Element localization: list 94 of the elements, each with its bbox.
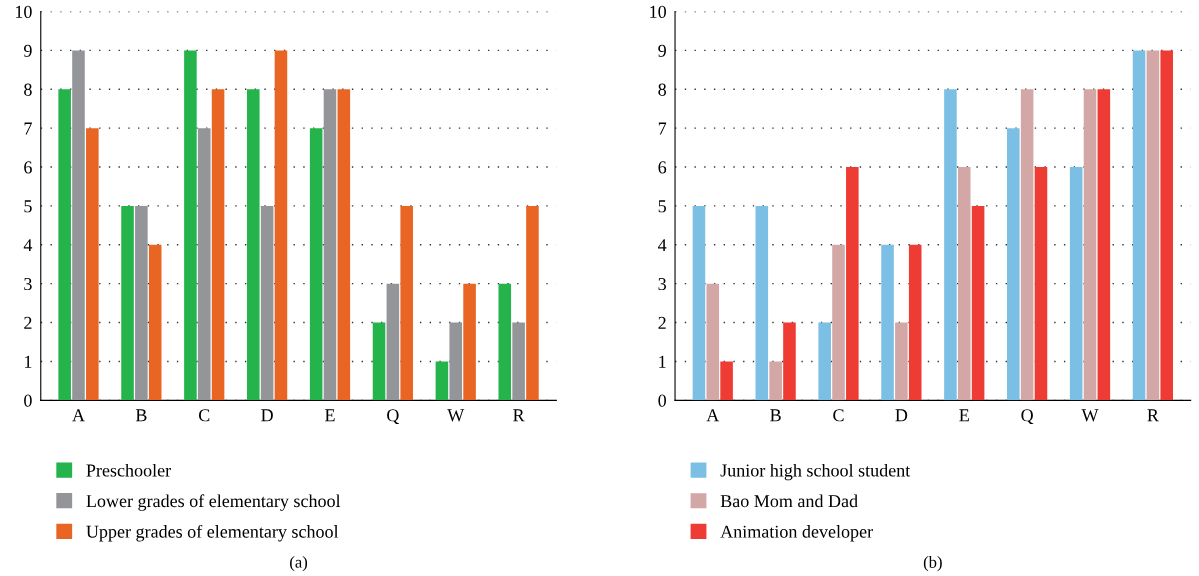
bar xyxy=(184,50,197,401)
x-tick-label: B xyxy=(770,409,781,422)
bar xyxy=(1160,50,1173,401)
bar xyxy=(1007,128,1020,401)
y-tick-label: 3 xyxy=(24,277,32,291)
bar xyxy=(895,322,908,401)
y-tick-label: 5 xyxy=(24,200,32,213)
bar xyxy=(1083,89,1097,401)
x-tick-label: C xyxy=(833,409,844,422)
bar xyxy=(1020,89,1034,401)
y-tick-label: 9 xyxy=(23,44,32,57)
bar xyxy=(197,128,211,401)
bar xyxy=(1069,167,1083,401)
legend-label: Animation developer xyxy=(720,525,873,542)
y-tick-label: 7 xyxy=(658,122,667,135)
x-tick-label: E xyxy=(959,409,969,422)
y-tick-label: 9 xyxy=(658,44,666,57)
bar xyxy=(1132,50,1146,401)
y-tick-label: 1 xyxy=(659,355,666,368)
y-tick-label: 5 xyxy=(658,200,666,213)
bar xyxy=(944,89,957,401)
y-tick-label: 2 xyxy=(24,316,32,329)
x-tick-label: R xyxy=(1147,409,1159,422)
bar xyxy=(692,205,706,401)
x-tick-label: E xyxy=(324,409,335,422)
bar xyxy=(755,205,769,401)
x-tick-label: R xyxy=(513,409,525,422)
y-tick-label: 3 xyxy=(658,277,666,291)
y-tick-label: 7 xyxy=(24,122,32,135)
bar xyxy=(463,283,476,401)
text: (b) xyxy=(923,556,942,572)
bar xyxy=(309,128,323,401)
bar xyxy=(148,244,162,401)
x-tick-label: W xyxy=(1081,409,1099,422)
legend-label: Preschooler xyxy=(86,463,171,477)
bar xyxy=(372,322,386,401)
y-tick-label: 8 xyxy=(24,83,32,96)
y-tick-label: 0 xyxy=(24,394,32,407)
bar xyxy=(386,283,400,401)
x-tick-label: B xyxy=(135,409,147,422)
x-tick-label: D xyxy=(895,409,908,422)
legend-label: Junior high school student xyxy=(720,463,911,481)
bar xyxy=(1034,167,1048,401)
legend-label: Bao Mom and Dad xyxy=(720,494,858,508)
y-tick-label: 6 xyxy=(24,161,32,174)
bar xyxy=(832,244,845,401)
y-tick-label: 4 xyxy=(658,239,667,252)
x-tick-label: Q xyxy=(1021,409,1034,425)
bar xyxy=(908,244,922,401)
bar xyxy=(72,50,85,401)
y-tick-label: 0 xyxy=(658,394,667,407)
bar xyxy=(211,89,225,401)
bar xyxy=(1146,50,1160,401)
bar xyxy=(706,283,720,401)
x-tick-label: A xyxy=(72,409,85,422)
bar xyxy=(498,283,512,401)
bar xyxy=(957,167,971,401)
bar xyxy=(323,89,337,401)
bar xyxy=(769,361,782,401)
bar xyxy=(846,167,859,401)
legend-label: Lower grades of elementary school xyxy=(86,494,341,511)
bar xyxy=(135,205,148,401)
text: (a) xyxy=(290,556,308,572)
bar xyxy=(337,89,351,401)
x-tick-label: C xyxy=(198,409,210,422)
x-tick-label: Q xyxy=(387,409,400,425)
bar xyxy=(260,205,274,401)
x-tick-label: A xyxy=(706,409,720,422)
y-tick-label: 1 xyxy=(24,355,32,368)
bar xyxy=(400,205,413,401)
y-tick-label: 2 xyxy=(658,316,666,329)
bar xyxy=(86,128,99,401)
y-tick-label: 6 xyxy=(658,161,667,174)
legend-label: Upper grades of elementary school xyxy=(86,524,339,542)
bar xyxy=(818,322,831,401)
bar xyxy=(971,205,985,401)
bar xyxy=(526,205,539,401)
y-tick-label: 8 xyxy=(658,83,667,96)
x-tick-label: W xyxy=(447,409,465,422)
bar xyxy=(512,322,525,401)
bar xyxy=(246,89,260,401)
bar xyxy=(58,89,71,401)
bar xyxy=(121,205,134,401)
bar xyxy=(881,244,894,401)
bar xyxy=(449,322,463,401)
y-tick-label: 10 xyxy=(650,5,667,18)
bar xyxy=(720,361,733,401)
bar xyxy=(1097,89,1111,401)
y-tick-label: 10 xyxy=(15,5,32,18)
x-tick-label: D xyxy=(261,409,273,422)
bar xyxy=(274,50,288,401)
bar xyxy=(435,361,449,401)
y-tick-label: 4 xyxy=(23,239,33,252)
bar xyxy=(783,322,796,401)
